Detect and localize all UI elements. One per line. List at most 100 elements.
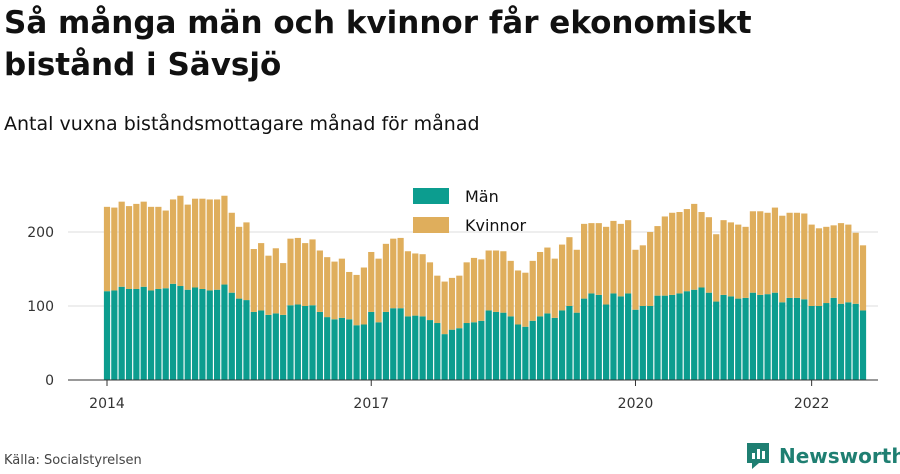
- bar-women: [595, 223, 602, 295]
- bar-women: [155, 206, 162, 289]
- bar-women: [236, 226, 243, 299]
- bar-men: [162, 288, 169, 380]
- bar-women: [118, 201, 125, 287]
- bar-men: [632, 309, 639, 380]
- bar-women: [448, 277, 456, 330]
- bar-men: [199, 288, 206, 380]
- bar-men: [617, 296, 624, 380]
- bar-women: [309, 239, 316, 306]
- bar-women: [793, 212, 801, 298]
- bar-women: [698, 212, 705, 288]
- bar-men: [566, 306, 573, 380]
- bar-women: [492, 250, 500, 312]
- bar-women: [757, 211, 764, 295]
- bar-women: [529, 260, 536, 321]
- bar-women: [287, 238, 294, 306]
- legend-swatch: [413, 188, 449, 204]
- bar-men: [845, 302, 852, 380]
- bar-women: [573, 249, 580, 313]
- bar-men: [698, 287, 705, 380]
- bar-men: [786, 297, 793, 380]
- bar-women: [735, 224, 742, 299]
- bar-men: [191, 287, 199, 380]
- bar-men: [727, 296, 734, 380]
- bar-women: [536, 251, 544, 317]
- y-tick-label: 200: [27, 225, 54, 241]
- bar-men: [595, 294, 602, 380]
- bar-women: [566, 237, 573, 306]
- bar-men: [184, 289, 191, 380]
- bar-men: [529, 320, 536, 380]
- bar-women: [125, 206, 133, 289]
- legend-label: Män: [465, 187, 499, 206]
- bar-women: [742, 226, 749, 298]
- bar-women: [470, 257, 478, 323]
- bar-women: [815, 228, 823, 306]
- bar-women: [859, 245, 867, 311]
- bar-men: [294, 304, 301, 380]
- bar-men: [478, 320, 485, 380]
- bar-women: [705, 217, 712, 293]
- bar-men: [280, 314, 287, 380]
- bar-women: [140, 201, 147, 287]
- bar-men: [507, 316, 514, 380]
- bar-women: [243, 222, 250, 301]
- bar-men: [779, 302, 786, 380]
- bar-men: [808, 306, 815, 380]
- bar-women: [133, 203, 140, 289]
- x-tick-label: 2017: [353, 396, 389, 412]
- bar-men: [463, 323, 470, 380]
- bar-men: [375, 322, 382, 380]
- bar-women: [169, 199, 177, 284]
- bar-men: [676, 293, 683, 380]
- bar-men: [625, 293, 632, 380]
- bar-women: [258, 243, 265, 311]
- bar-men: [852, 303, 859, 380]
- bar-men: [764, 294, 771, 380]
- bar-women: [764, 212, 771, 295]
- bar-women: [786, 212, 793, 298]
- bar-men: [302, 306, 309, 380]
- bar-women: [214, 199, 221, 290]
- bar-women: [639, 245, 646, 306]
- bar-men: [823, 303, 830, 380]
- bar-women: [177, 195, 184, 287]
- bar-men: [793, 297, 801, 380]
- bar-women: [324, 257, 331, 318]
- bar-women: [316, 250, 323, 312]
- bar-women: [830, 225, 837, 298]
- bar-men: [661, 295, 668, 380]
- bar-women: [412, 253, 419, 316]
- bar-men: [169, 283, 177, 380]
- bar-men: [801, 299, 808, 380]
- bar-men: [155, 288, 162, 380]
- bar-women: [103, 206, 111, 292]
- legend-swatch: [413, 217, 449, 233]
- bar-women: [404, 251, 412, 317]
- bar-men: [705, 292, 712, 380]
- bars: [103, 195, 867, 380]
- bar-women: [654, 226, 661, 296]
- bar-men: [434, 323, 441, 380]
- bar-men: [206, 290, 213, 380]
- bar-men: [815, 306, 823, 380]
- bar-men: [669, 294, 676, 380]
- bar-women: [250, 249, 257, 312]
- bar-men: [742, 297, 749, 380]
- bar-men: [588, 293, 595, 380]
- y-tick-label: 100: [27, 299, 54, 315]
- bar-men: [558, 310, 566, 380]
- bar-men: [309, 305, 316, 380]
- bar-women: [727, 222, 734, 297]
- bar-women: [302, 243, 309, 306]
- bar-women: [683, 209, 690, 292]
- legend: Män Kvinnor: [413, 187, 526, 235]
- bar-women: [353, 274, 360, 326]
- bar-women: [434, 275, 441, 324]
- bar-women: [808, 224, 815, 306]
- bar-women: [191, 198, 199, 288]
- x-tick-label: 2020: [618, 396, 654, 412]
- bar-women: [184, 204, 191, 290]
- stacked-bar-chart: 0 100 200 2014 2017 2020 2022 Män Kvinnor: [27, 187, 878, 412]
- bar-men: [603, 304, 610, 380]
